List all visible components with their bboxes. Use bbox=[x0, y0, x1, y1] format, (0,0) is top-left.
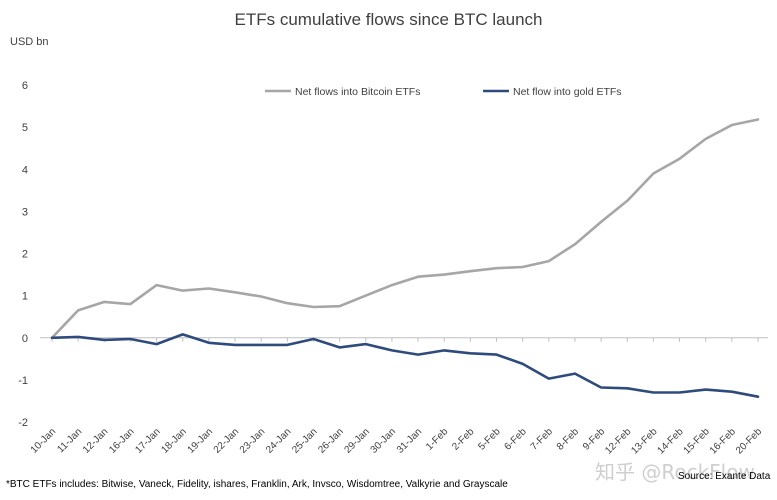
x-tick-label: 14-Feb bbox=[655, 426, 685, 456]
x-tick-label: 23-Jan bbox=[238, 426, 267, 455]
y-tick-label: 0 bbox=[22, 333, 28, 345]
legend-label: Net flows into Bitcoin ETFs bbox=[295, 86, 420, 98]
y-tick-label: 3 bbox=[22, 206, 28, 218]
y-tick-label: 5 bbox=[22, 122, 28, 134]
x-tick-label: 5-Feb bbox=[476, 426, 503, 453]
x-tick-label: 1-Feb bbox=[424, 426, 451, 453]
x-tick-label: 19-Jan bbox=[186, 426, 215, 455]
x-tick-label: 13-Feb bbox=[629, 426, 659, 456]
x-tick-label: 11-Jan bbox=[55, 426, 84, 455]
legend-label: Net flow into gold ETFs bbox=[513, 86, 622, 98]
x-tick-label: 22-Jan bbox=[212, 426, 241, 455]
x-tick-label: 16-Feb bbox=[708, 426, 738, 456]
x-tick-label: 24-Jan bbox=[264, 426, 293, 455]
y-tick-label: -1 bbox=[18, 375, 28, 387]
y-tick-label: 2 bbox=[22, 249, 28, 261]
x-tick-label: 8-Feb bbox=[555, 426, 582, 453]
x-tick-label: 26-Jan bbox=[316, 426, 345, 455]
x-tick-label: 18-Jan bbox=[159, 426, 188, 455]
x-tick-label: 25-Jan bbox=[290, 426, 319, 455]
y-axis-unit-label: USD bn bbox=[10, 36, 49, 48]
y-axis-ticks: -2 -1 0 1 2 3 4 5 6 bbox=[18, 80, 28, 429]
series-line-0 bbox=[50, 118, 760, 340]
x-tick-label: 10-Jan bbox=[29, 426, 58, 455]
y-tick-label: 1 bbox=[22, 291, 28, 303]
x-tick-label: 16-Jan bbox=[107, 426, 136, 455]
x-tick-label: 17-Jan bbox=[133, 426, 162, 455]
y-tick-label: 4 bbox=[22, 164, 28, 176]
x-tick-label: 6-Feb bbox=[503, 426, 530, 453]
chart-title: ETFs cumulative flows since BTC launch bbox=[234, 10, 543, 29]
x-tick-label: 15-Feb bbox=[682, 426, 712, 456]
x-tick-label: 31-Jan bbox=[395, 426, 424, 455]
x-tick-label: 12-Jan bbox=[81, 426, 110, 455]
x-axis-ticks: 10-Jan11-Jan12-Jan16-Jan17-Jan18-Jan19-J… bbox=[29, 337, 764, 457]
x-tick-label: 20-Feb bbox=[734, 426, 764, 456]
watermark: 知乎 @RockFlow bbox=[595, 460, 755, 484]
series-layer bbox=[50, 118, 760, 399]
source-note: Source: Exante Data bbox=[678, 471, 771, 482]
series-line-1 bbox=[50, 333, 760, 399]
x-tick-label: 29-Jan bbox=[342, 426, 371, 455]
legend: Net flows into Bitcoin ETFs Net flow into… bbox=[265, 86, 622, 98]
y-tick-label: -2 bbox=[18, 417, 28, 429]
x-tick-label: 7-Feb bbox=[529, 426, 556, 453]
x-tick-label: 12-Feb bbox=[603, 426, 633, 456]
x-tick-label: 30-Jan bbox=[369, 426, 398, 455]
y-tick-label: 6 bbox=[22, 80, 28, 92]
x-tick-label: 2-Feb bbox=[450, 426, 477, 453]
footnote: *BTC ETFs includes: Bitwise, Vaneck, Fid… bbox=[6, 479, 508, 490]
